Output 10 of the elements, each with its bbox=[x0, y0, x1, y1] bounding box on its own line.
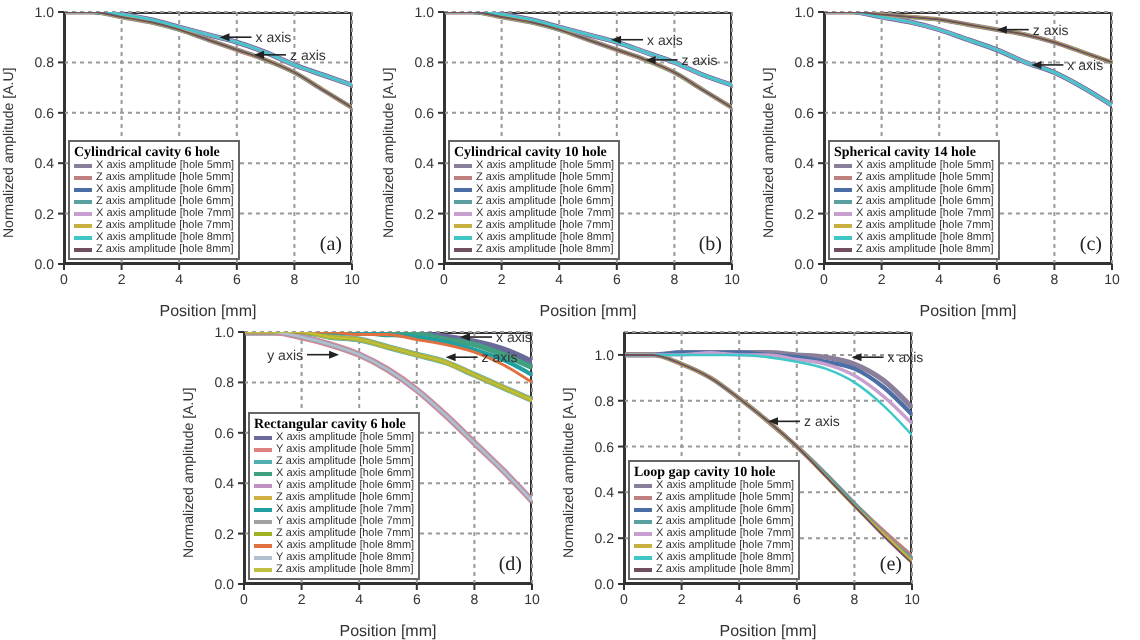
annotation: (a) bbox=[319, 234, 342, 256]
x-axis-title: Position [mm] bbox=[919, 302, 1017, 320]
x-axis-title: Position [mm] bbox=[159, 302, 257, 320]
annotation: (e) bbox=[879, 554, 902, 576]
annotation: (d) bbox=[498, 554, 522, 576]
annotation: (b) bbox=[698, 234, 722, 256]
annotation: (c) bbox=[1079, 234, 1102, 256]
x-axis-title: Position [mm] bbox=[339, 622, 437, 640]
x-axis-title: Position [mm] bbox=[719, 622, 817, 640]
x-axis-title: Position [mm] bbox=[539, 302, 637, 320]
